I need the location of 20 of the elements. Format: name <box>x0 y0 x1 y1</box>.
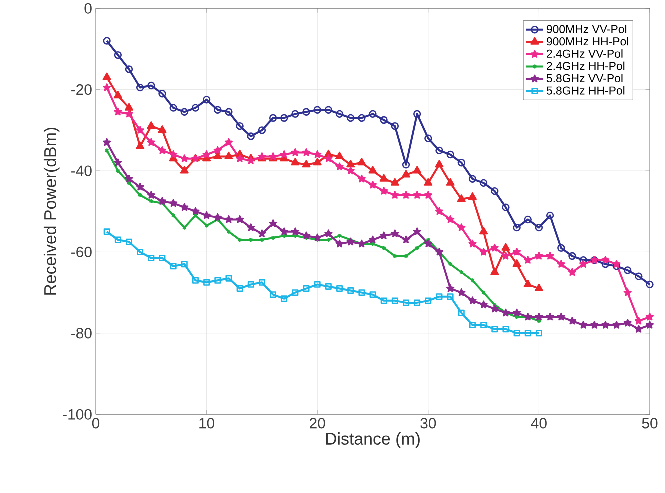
legend-label: 900MHz HH-Pol <box>546 37 628 46</box>
legend-label: 2.4GHz HH-Pol <box>547 62 625 70</box>
y-axis-title: Received Power(dBm) <box>44 128 60 296</box>
legend-label: 2.4GHz VV-Pol <box>547 50 623 58</box>
x-tick-label: 20 <box>310 418 326 429</box>
legend-label: 900MHz VV-Pol <box>546 25 627 34</box>
x-tick-label: 0 <box>92 418 100 429</box>
legend-label: 5.8GHz VV-Pol <box>546 74 623 83</box>
y-tick-label: 0 <box>84 4 92 14</box>
x-tick-label: 50 <box>642 418 658 429</box>
y-tick-label: -100 <box>63 410 92 420</box>
y-tick-label: -80 <box>72 328 92 339</box>
y-tick-label: -60 <box>72 247 92 258</box>
x-axis-title: Distance (m) <box>326 432 420 449</box>
x-tick-label: 10 <box>200 418 215 429</box>
x-tick-label: 30 <box>420 418 436 429</box>
y-tick-label: -20 <box>72 84 92 96</box>
y-tick-label: -40 <box>72 166 92 176</box>
legend-label: 5.8GHz HH-Pol <box>546 86 625 96</box>
x-tick-label: 40 <box>531 418 547 429</box>
